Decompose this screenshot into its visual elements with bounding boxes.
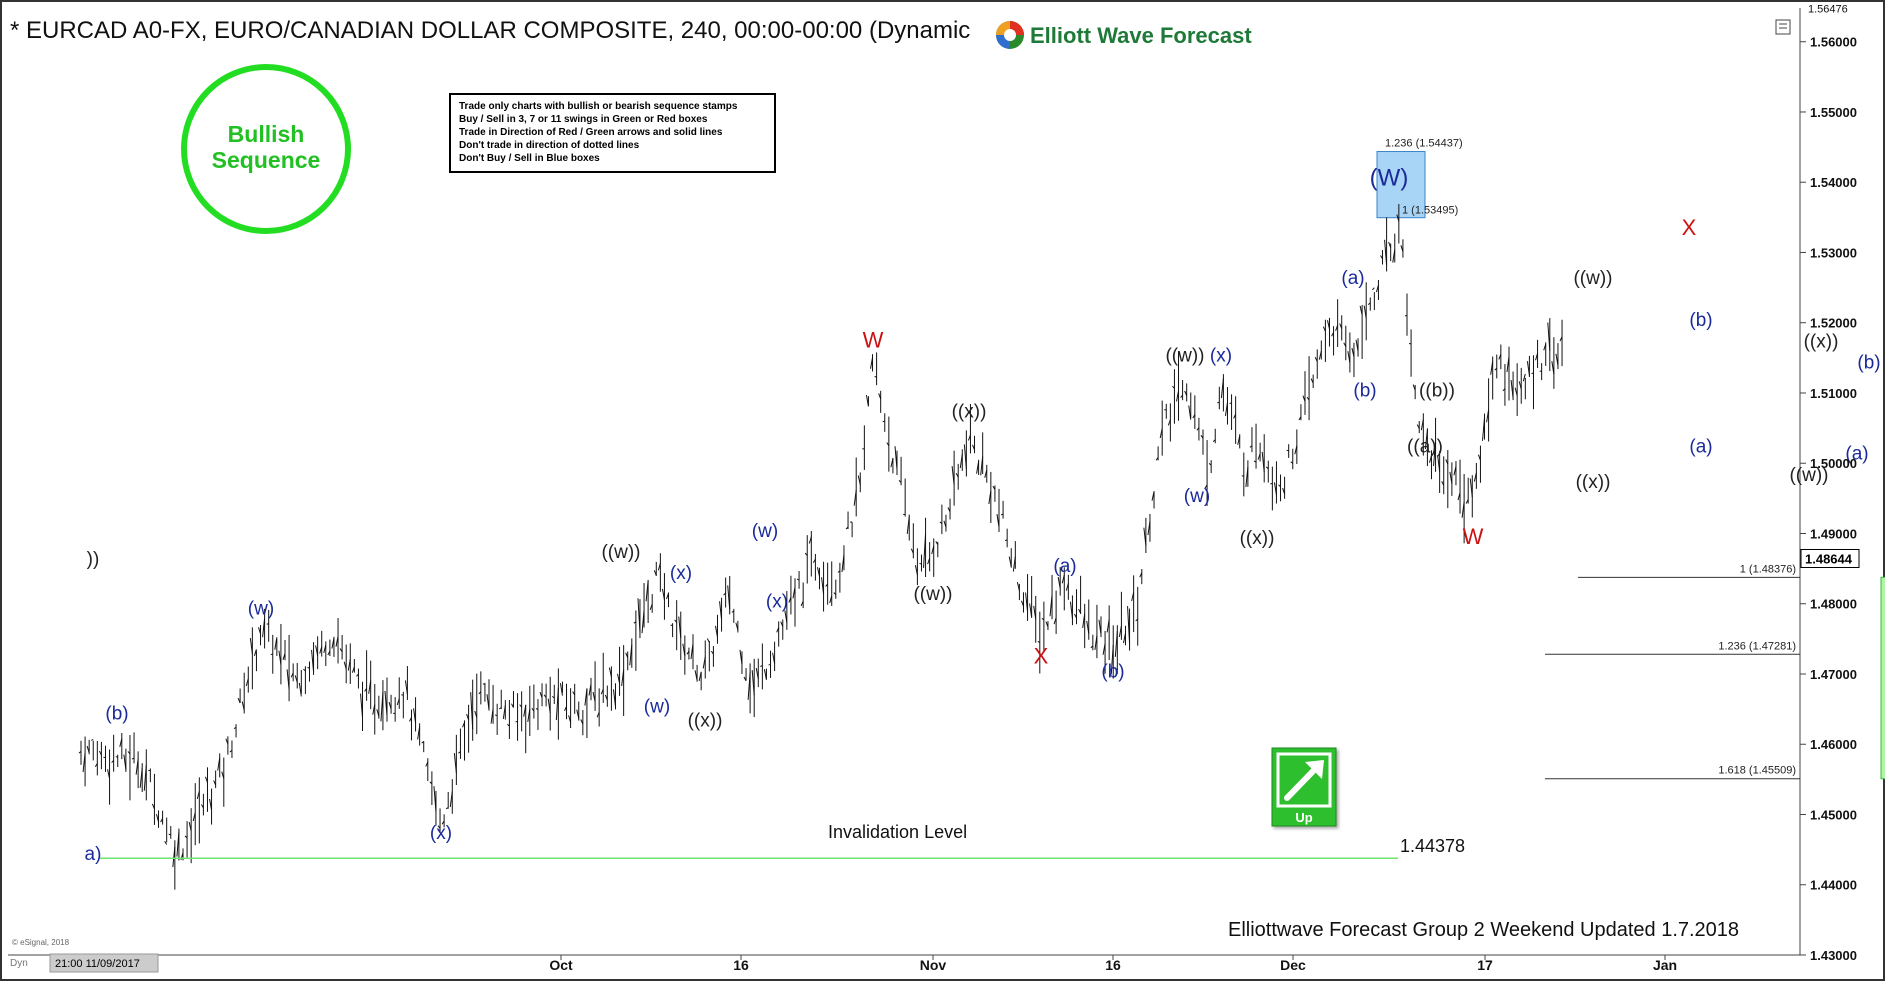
price-bar-open bbox=[671, 625, 673, 626]
wave-label: (w) bbox=[644, 697, 670, 718]
brand-name: Elliott Wave Forecast bbox=[1030, 23, 1252, 48]
wave-label: ((w)) bbox=[1573, 268, 1612, 289]
price-bar-open bbox=[536, 709, 538, 710]
y-tick-label: 1.48000 bbox=[1810, 597, 1857, 612]
wave-label: ((w)) bbox=[1165, 345, 1204, 366]
fib-label: 1.618 (1.45509) bbox=[1718, 765, 1796, 777]
wave-label: )) bbox=[87, 549, 100, 570]
wave-label: (a) bbox=[1053, 556, 1076, 577]
wave-label: (b) bbox=[1101, 662, 1124, 683]
wave-label: (b) bbox=[1857, 352, 1880, 373]
wave-label: (W) bbox=[1370, 165, 1409, 192]
x-tick-label: 17 bbox=[1477, 957, 1493, 973]
rule-line: Don't Buy / Sell in Blue boxes bbox=[459, 153, 600, 164]
rule-line: Trade only charts with bullish or bearis… bbox=[459, 101, 738, 112]
wave-label: (b) bbox=[1353, 380, 1376, 401]
y-tick-label: 1.54000 bbox=[1810, 175, 1857, 190]
chart-title: * EURCAD A0-FX, EURO/CANADIAN DOLLAR COM… bbox=[10, 17, 970, 44]
wave-label: W bbox=[863, 327, 884, 352]
wave-label: (b) bbox=[1689, 310, 1712, 331]
copyright: © eSignal, 2018 bbox=[12, 938, 70, 947]
wave-label: ((w)) bbox=[913, 584, 952, 605]
wave-label: ((x)) bbox=[1576, 472, 1611, 493]
price-bar-open bbox=[1001, 514, 1003, 515]
wave-label: (x) bbox=[766, 591, 788, 612]
chart-mode: Dyn bbox=[10, 958, 28, 969]
wave-label: (x) bbox=[670, 563, 692, 584]
wave-label: (a) bbox=[1689, 437, 1712, 458]
y-tick-label: 1.53000 bbox=[1810, 245, 1857, 260]
fib-label: 1 (1.48376) bbox=[1740, 563, 1796, 575]
wave-label: W bbox=[1463, 524, 1484, 549]
wave-label: ((w)) bbox=[601, 542, 640, 563]
window-menu-icon[interactable] bbox=[1776, 20, 1790, 34]
y-tick-label: 1.43000 bbox=[1810, 948, 1857, 963]
y-tick-label: 1.55000 bbox=[1810, 105, 1857, 120]
y-tick-label: 1.52000 bbox=[1810, 316, 1857, 331]
fib-label: 1.236 (1.47281) bbox=[1718, 640, 1796, 652]
y-tick-label: 1.47000 bbox=[1810, 667, 1857, 682]
x-tick-label: 16 bbox=[733, 957, 749, 973]
wave-label: ((b)) bbox=[1419, 380, 1455, 401]
footer-note: Elliottwave Forecast Group 2 Weekend Upd… bbox=[1228, 919, 1739, 941]
invalidation-label: Invalidation Level bbox=[828, 822, 967, 842]
blue-box-top-label: 1.236 (1.54437) bbox=[1385, 138, 1463, 150]
y-tick-label: 1.46000 bbox=[1810, 737, 1857, 752]
wave-label: (w) bbox=[752, 521, 778, 542]
badge-line-2: Sequence bbox=[212, 147, 321, 173]
wave-label: ((a)) bbox=[1407, 437, 1443, 458]
wave-label: (a) bbox=[1341, 268, 1364, 289]
price-bar-open bbox=[883, 421, 885, 422]
wave-label: X bbox=[1034, 643, 1049, 668]
wave-label: a) bbox=[85, 844, 102, 865]
wave-label: (x) bbox=[430, 823, 452, 844]
x-tick-label: 16 bbox=[1105, 957, 1121, 973]
brand-logo-icon bbox=[996, 21, 1024, 49]
up-stamp-label: Up bbox=[1295, 810, 1312, 825]
x-tick-label: Dec bbox=[1280, 957, 1306, 973]
y-tick-label: 1.50000 bbox=[1810, 456, 1857, 471]
y-tick-label: 1.45000 bbox=[1810, 807, 1857, 822]
y-tick-label: 1.56000 bbox=[1810, 35, 1857, 50]
x-tick-label: Nov bbox=[920, 957, 947, 973]
y-tick-label: 1.44000 bbox=[1810, 878, 1857, 893]
rule-line: Don't trade in direction of dotted lines bbox=[459, 140, 640, 151]
wave-label: (x) bbox=[1210, 345, 1232, 366]
rule-line: Buy / Sell in 3, 7 or 11 swings in Green… bbox=[459, 114, 708, 125]
wave-label: X bbox=[1682, 215, 1697, 240]
green-buy-box bbox=[1881, 577, 1885, 778]
wave-label: (b) bbox=[105, 704, 128, 725]
cursor-time: 21:00 11/09/2017 bbox=[55, 958, 140, 970]
y-tick-label: 1.51000 bbox=[1810, 386, 1857, 401]
wave-label: (w) bbox=[248, 598, 274, 619]
price-bar-open bbox=[516, 721, 518, 722]
x-tick-label: Jan bbox=[1653, 957, 1677, 973]
wave-label: (w) bbox=[1184, 486, 1210, 507]
last-price: 1.48644 bbox=[1805, 551, 1853, 566]
y-tick-label: 1.49000 bbox=[1810, 526, 1857, 541]
x-tick-label: Oct bbox=[549, 957, 573, 973]
invalidation-value: 1.44378 bbox=[1400, 836, 1465, 856]
blue-box-bottom-label: 1 (1.53495) bbox=[1402, 205, 1458, 217]
y-top-label: 1.56476 bbox=[1808, 3, 1848, 15]
wave-label: ((x)) bbox=[1804, 331, 1839, 352]
badge-line-1: Bullish bbox=[228, 121, 305, 147]
price-bar-open bbox=[1270, 483, 1272, 484]
wave-label: ((x)) bbox=[1240, 528, 1275, 549]
rule-line: Trade in Direction of Red / Green arrows… bbox=[459, 127, 723, 138]
price-bar-open bbox=[919, 563, 921, 564]
wave-label: ((x)) bbox=[688, 711, 723, 732]
wave-label: ((x)) bbox=[952, 402, 987, 423]
